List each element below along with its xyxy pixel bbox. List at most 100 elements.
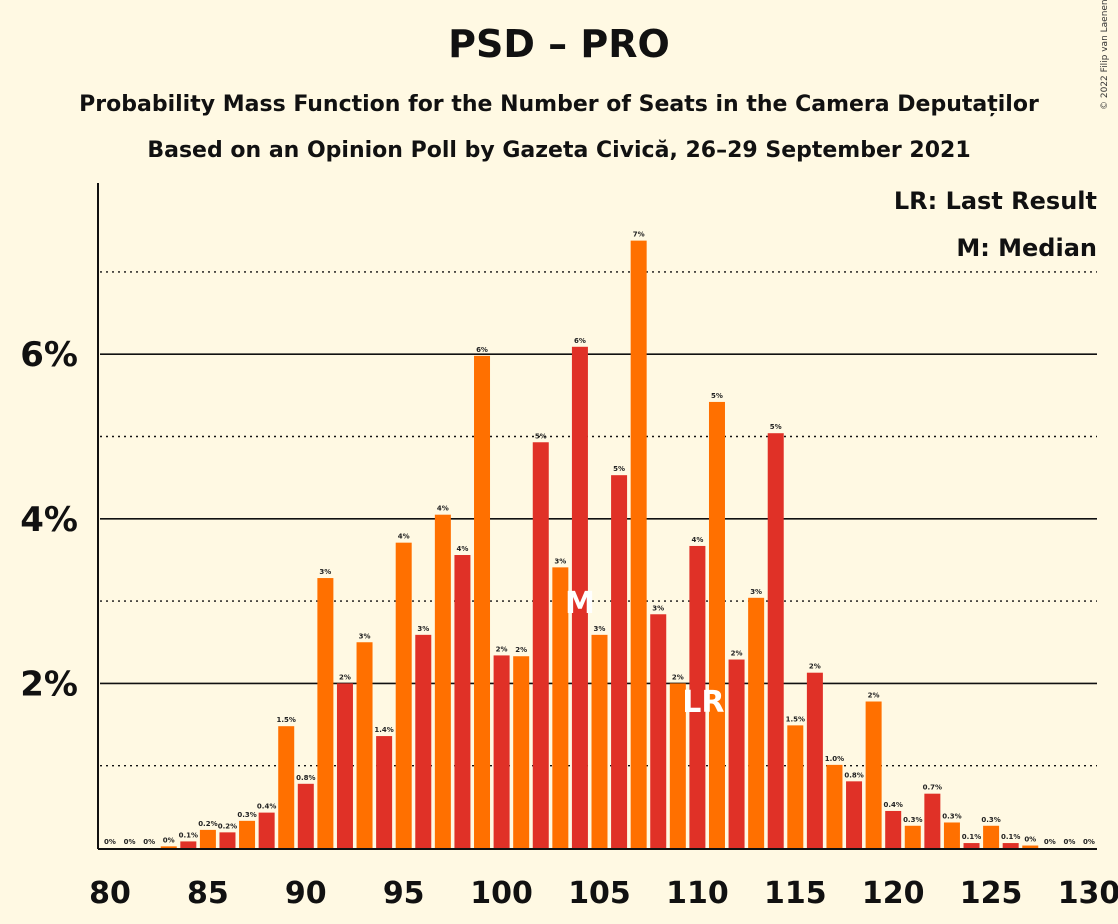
bar-label-seat-109: 2%: [672, 673, 684, 681]
bar-label-seat-90: 0.8%: [296, 774, 315, 782]
bar-label-seat-116: 2%: [809, 663, 821, 671]
bar-seat-123: [943, 822, 960, 848]
bar-label-seat-121: 0.3%: [903, 816, 922, 824]
legend-last-result: LR: Last Result: [894, 187, 1097, 215]
bar-seat-124: [963, 843, 980, 848]
bar-label-seat-101: 2%: [515, 646, 527, 654]
x-tick-label: 120: [862, 876, 925, 911]
bar-seat-103: [552, 567, 569, 848]
bar-seat-94: [376, 736, 393, 848]
bar-seat-91: [317, 578, 334, 848]
bar-label-seat-83: 0%: [163, 836, 175, 844]
bar-label-seat-106: 5%: [613, 465, 625, 473]
bar-label-seat-88: 0.4%: [257, 803, 276, 811]
bar-seat-107: [630, 240, 647, 849]
bar-seat-117: [826, 764, 843, 848]
bar-label-seat-113: 3%: [750, 588, 762, 596]
bar-label-seat-122: 0.7%: [923, 784, 942, 792]
bar-label-seat-93: 3%: [359, 632, 371, 640]
bar-label-seat-99: 6%: [476, 346, 488, 354]
bar-label-seat-112: 2%: [731, 650, 743, 658]
bar-seat-126: [1002, 843, 1019, 848]
bar-seat-122: [924, 793, 941, 848]
bar-label-seat-81: 0%: [124, 838, 136, 846]
bar-seat-86: [219, 832, 236, 848]
bar-seat-92: [336, 683, 353, 848]
y-tick-label: 2%: [20, 664, 78, 704]
legend-median: M: Median: [956, 234, 1097, 262]
bars: [160, 240, 1039, 849]
bar-label-seat-123: 0.3%: [942, 812, 961, 820]
bar-seat-113: [748, 597, 765, 848]
bar-label-seat-91: 3%: [319, 568, 331, 576]
bar-label-seat-100: 2%: [496, 645, 508, 653]
bar-label-seat-97: 4%: [437, 505, 449, 513]
x-tick-label: 105: [568, 876, 631, 911]
bar-label-seat-119: 2%: [868, 692, 880, 700]
bar-label-seat-98: 4%: [456, 545, 468, 553]
bar-seat-125: [983, 825, 1000, 848]
bar-label-seat-126: 0.1%: [1001, 833, 1020, 841]
bar-seat-115: [787, 725, 804, 848]
bar-label-seat-129: 0%: [1063, 838, 1075, 846]
x-tick-label: 115: [764, 876, 827, 911]
bar-seat-89: [278, 726, 295, 848]
axes: 2% 4% 6% 80 85 90 95 100 105 110 115 120 125 130: [20, 183, 1118, 911]
bar-label-seat-115: 1.5%: [786, 715, 805, 723]
median-marker: M: [565, 586, 595, 621]
bar-label-seat-110: 4%: [691, 536, 703, 544]
bar-seat-100: [493, 655, 510, 848]
bar-label-seat-127: 0%: [1024, 836, 1036, 844]
bar-label-seat-82: 0%: [143, 838, 155, 846]
bar-seat-88: [258, 812, 275, 848]
bar-seat-105: [591, 634, 608, 848]
bar-label-seat-125: 0.3%: [981, 816, 1000, 824]
bar-labels: 0% 0% 0% 0%0.1%0.2% 0.2%0.3%0.4%1.5%0.8%3%2%…: [104, 231, 1095, 846]
bar-seat-121: [904, 825, 921, 848]
bar-seat-96: [415, 634, 432, 848]
bar-seat-98: [454, 555, 471, 848]
bar-seat-118: [846, 781, 863, 848]
bar-label-seat-89: 1.5%: [277, 716, 296, 724]
bar-label-seat-124: 0.1%: [962, 833, 981, 841]
y-tick-label: 6%: [20, 335, 78, 375]
bar-label-seat-80: 0%: [104, 838, 116, 846]
bar-seat-108: [650, 614, 667, 848]
bar-label-seat-85: 0.2%: [198, 820, 217, 828]
bar-label-seat-92: 2%: [339, 673, 351, 681]
bar-seat-90: [297, 783, 314, 848]
bar-seat-93: [356, 642, 373, 848]
bar-label-seat-87: 0.3%: [237, 811, 256, 819]
chart-subtitle: Probability Mass Function for the Number…: [79, 92, 1039, 117]
bar-label-seat-130: 0%: [1083, 838, 1095, 846]
bar-seat-85: [199, 829, 216, 848]
bar-label-seat-111: 5%: [711, 392, 723, 400]
last-result-marker: LR: [682, 685, 724, 720]
median-lr-markers: M LR: [565, 586, 725, 720]
bar-label-seat-105: 3%: [594, 625, 606, 633]
bar-seat-112: [728, 659, 745, 848]
bar-seat-114: [767, 433, 784, 848]
x-tick-label: 110: [666, 876, 729, 911]
bar-seat-109: [669, 683, 686, 848]
chart-source: Based on an Opinion Poll by Gazeta Civic…: [147, 138, 971, 163]
x-tick-label: 90: [285, 876, 327, 911]
x-tick-label: 80: [89, 876, 131, 911]
bar-label-seat-86: 0.2%: [218, 822, 237, 830]
bar-seat-104: [571, 346, 588, 848]
bar-label-seat-95: 4%: [398, 533, 410, 541]
bar-seat-106: [611, 475, 628, 848]
bar-label-seat-96: 3%: [417, 625, 429, 633]
bar-seat-111: [708, 401, 725, 848]
bar-seat-110: [689, 545, 706, 848]
bar-label-seat-117: 1.0%: [825, 755, 844, 763]
bar-seat-83: [160, 846, 177, 848]
x-tick-label: 85: [187, 876, 229, 911]
bar-seat-97: [434, 514, 451, 848]
bar-label-seat-118: 0.8%: [844, 771, 863, 779]
bar-seat-127: [1022, 845, 1039, 848]
bar-label-seat-120: 0.4%: [883, 801, 902, 809]
bar-label-seat-114: 5%: [770, 423, 782, 431]
bar-seat-102: [532, 442, 549, 848]
x-tick-label: 125: [960, 876, 1023, 911]
